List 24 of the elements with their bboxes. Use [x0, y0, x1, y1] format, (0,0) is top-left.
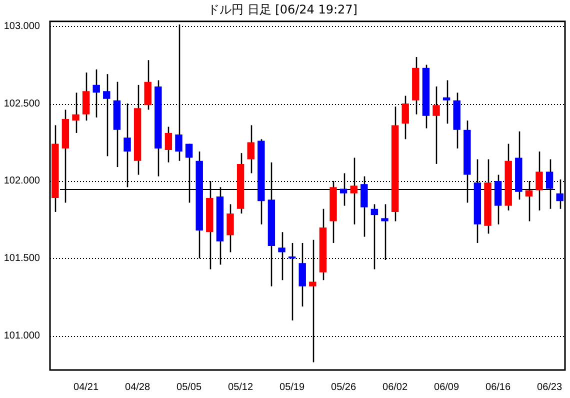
x-tick-label: 05/26 [331, 382, 356, 393]
x-tick-label: 04/28 [125, 382, 150, 393]
x-tick-label: 06/16 [486, 382, 511, 393]
candlestick [226, 204, 234, 253]
y-tick-label: 102.000 [4, 176, 40, 187]
candlestick [247, 124, 254, 174]
y-tick-label: 103.000 [4, 20, 40, 32]
chart-title: ドル円 日足 [06/24 19:27] [208, 2, 358, 16]
candlestick [370, 204, 378, 270]
candlestick [103, 73, 110, 157]
y-tick-label: 102.500 [4, 98, 40, 110]
candlestick [164, 126, 172, 164]
y-tick-label: 101.000 [4, 330, 40, 342]
y-tick-label: 101.500 [4, 253, 40, 264]
x-tick-label: 05/19 [280, 382, 305, 393]
x-tick-label: 06/09 [434, 382, 460, 393]
candlestick [175, 24, 182, 162]
x-tick-label: 04/21 [74, 382, 99, 393]
x-tick-label: 06/23 [537, 382, 562, 393]
x-tick-label: 05/12 [228, 382, 254, 393]
candlestick [298, 242, 306, 308]
x-tick-label: 05/05 [176, 382, 202, 393]
x-tick-label: 06/02 [382, 382, 408, 393]
candlestick [556, 178, 564, 210]
